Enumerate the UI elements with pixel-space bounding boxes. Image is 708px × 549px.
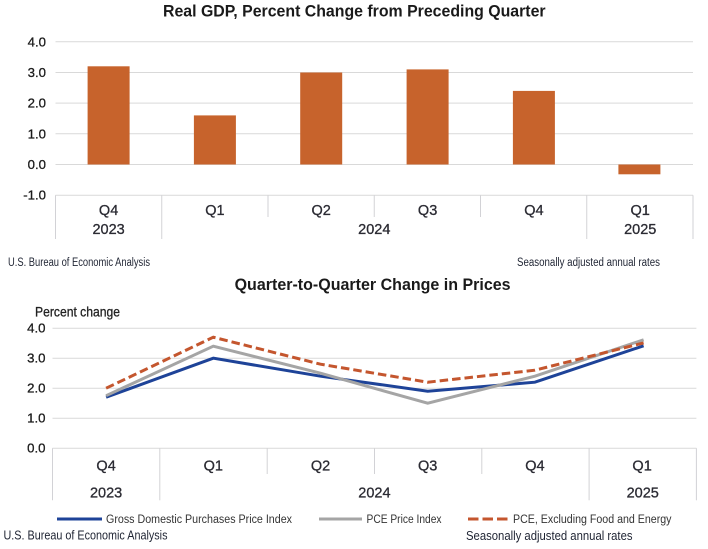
svg-text:Q2: Q2 <box>311 459 330 475</box>
svg-text:0.0: 0.0 <box>27 441 45 456</box>
svg-text:2024: 2024 <box>358 486 390 502</box>
svg-text:PCE, Excluding Food and Energy: PCE, Excluding Food and Energy <box>513 514 672 526</box>
svg-text:2023: 2023 <box>92 222 124 238</box>
svg-text:Q3: Q3 <box>418 459 437 475</box>
svg-text:3.0: 3.0 <box>28 65 46 80</box>
svg-text:Q2: Q2 <box>312 203 331 219</box>
svg-text:2024: 2024 <box>358 222 390 238</box>
svg-text:Q4: Q4 <box>96 459 115 475</box>
svg-text:Q4: Q4 <box>524 203 543 219</box>
svg-text:1.0: 1.0 <box>28 126 46 141</box>
svg-text:PCE Price Index: PCE Price Index <box>367 514 442 526</box>
svg-text:4.0: 4.0 <box>28 34 46 49</box>
svg-text:Q1: Q1 <box>632 459 651 475</box>
svg-text:U.S. Bureau of Economic Analys: U.S. Bureau of Economic Analysis <box>8 257 150 269</box>
svg-text:0.0: 0.0 <box>28 157 46 172</box>
svg-text:3.0: 3.0 <box>27 351 45 366</box>
svg-text:Seasonally adjusted annual rat: Seasonally adjusted annual rates <box>466 529 633 543</box>
svg-text:2.0: 2.0 <box>27 381 45 396</box>
svg-text:1.0: 1.0 <box>27 411 45 426</box>
svg-text:U.S. Bureau of Economic Analys: U.S. Bureau of Economic Analysis <box>4 529 168 543</box>
svg-text:2025: 2025 <box>627 486 659 502</box>
svg-text:Percent change: Percent change <box>35 304 120 320</box>
svg-text:2025: 2025 <box>624 222 656 238</box>
svg-text:Quarter-to-Quarter Change in P: Quarter-to-Quarter Change in Prices <box>235 275 511 294</box>
svg-text:4.0: 4.0 <box>27 321 45 336</box>
svg-text:Q3: Q3 <box>418 203 437 219</box>
svg-text:Real GDP, Percent Change from: Real GDP, Percent Change from Preceding … <box>163 2 546 21</box>
svg-text:Q4: Q4 <box>525 459 544 475</box>
svg-text:Q1: Q1 <box>204 459 223 475</box>
svg-text:Q1: Q1 <box>631 203 650 219</box>
svg-text:2023: 2023 <box>90 486 122 502</box>
svg-text:Q1: Q1 <box>205 203 224 219</box>
svg-text:2.0: 2.0 <box>28 96 46 111</box>
svg-text:Q4: Q4 <box>99 203 118 219</box>
svg-text:Seasonally adjusted annual rat: Seasonally adjusted annual rates <box>517 257 660 269</box>
svg-text:Gross Domestic Purchases Price: Gross Domestic Purchases Price Index <box>106 514 292 526</box>
svg-text:-1.0: -1.0 <box>23 188 46 203</box>
